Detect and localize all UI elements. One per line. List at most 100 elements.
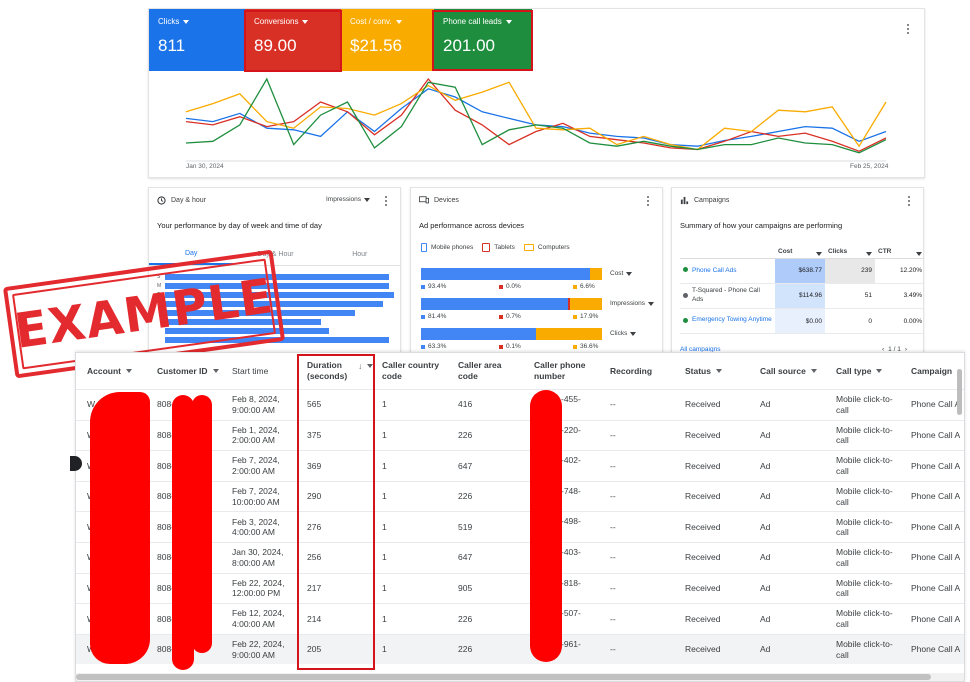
campaign-table: Cost Clicks CTR Phone Call Ads $638.77 2… bbox=[680, 246, 923, 334]
cell-call-source: Ad bbox=[760, 583, 771, 594]
metric-clicks[interactable]: Clicks 811 bbox=[149, 9, 245, 71]
stamp-text: EXAMPLE bbox=[11, 268, 277, 360]
metric-phone-call-leads[interactable]: Phone call leads 201.00 bbox=[434, 9, 532, 71]
chevron-left-icon[interactable]: ‹ bbox=[882, 346, 885, 353]
vertical-scrollbar[interactable] bbox=[957, 369, 962, 415]
header-call-type[interactable]: Call type bbox=[836, 353, 883, 389]
device-metric-dropdown[interactable]: Cost bbox=[610, 270, 633, 277]
tab-hour[interactable]: Hour bbox=[352, 251, 368, 258]
chevron-down-icon bbox=[810, 369, 817, 373]
campaign-link[interactable]: Emergency Towing Anytime bbox=[692, 316, 772, 324]
chevron-down-icon bbox=[212, 369, 219, 373]
metric-dropdown[interactable]: Impressions bbox=[326, 196, 371, 203]
collapse-arrow-icon[interactable] bbox=[70, 456, 82, 471]
cell-customer-id: 808- bbox=[157, 430, 175, 441]
device-pct-computer: 36.6% bbox=[573, 343, 598, 350]
cell-duration: 256 bbox=[307, 552, 322, 563]
header-caller-country-code[interactable]: Caller country code bbox=[382, 353, 446, 389]
campaign-link[interactable]: T-Squared - Phone Call Ads bbox=[692, 287, 760, 303]
header-call-source[interactable]: Call source bbox=[760, 353, 817, 389]
all-campaigns-link[interactable]: All campaigns bbox=[680, 346, 721, 353]
cell-campaign: Phone Call A bbox=[911, 613, 961, 624]
campaigns-card: Campaigns Summary of how your campaigns … bbox=[671, 187, 924, 357]
scrollbar-thumb[interactable] bbox=[76, 674, 931, 680]
card-title: Campaigns bbox=[694, 197, 730, 204]
cell-caller-country-code: 1 bbox=[382, 399, 387, 410]
campaign-ctr: 12.20% bbox=[875, 258, 923, 284]
cost-header[interactable]: Cost bbox=[775, 246, 825, 259]
status-dot-icon bbox=[683, 267, 688, 272]
legend-square-icon bbox=[573, 284, 577, 289]
device-pct-computer: 6.6% bbox=[573, 283, 595, 290]
header-status[interactable]: Status bbox=[685, 353, 722, 389]
cell-start-time: Feb 7, 2024, 2:00:00 AM bbox=[232, 455, 280, 476]
cell-campaign: Phone Call A bbox=[911, 552, 961, 563]
horizontal-scrollbar[interactable] bbox=[76, 673, 964, 681]
clicks-header[interactable]: Clicks bbox=[825, 246, 875, 259]
cell-caller-area-code: 226 bbox=[458, 644, 473, 655]
header-start-time[interactable]: Start time bbox=[232, 353, 268, 389]
header-campaign[interactable]: Campaign bbox=[911, 353, 952, 389]
tablet-icon bbox=[482, 243, 491, 252]
pct-value: 63.3% bbox=[428, 343, 447, 350]
header-label: Duration (seconds) bbox=[307, 360, 348, 381]
campaign-name[interactable]: Phone Call Ads bbox=[680, 258, 775, 284]
dropdown-label: Clicks bbox=[610, 330, 628, 337]
metric-label: Clicks bbox=[158, 17, 180, 26]
legend-square-icon bbox=[499, 284, 503, 289]
header-recording[interactable]: Recording bbox=[610, 353, 652, 389]
more-options-icon[interactable] bbox=[642, 194, 654, 208]
cell-duration: 205 bbox=[307, 644, 322, 655]
cell-call-type: Mobile click-to-call bbox=[836, 394, 893, 415]
device-bar-impressions bbox=[421, 298, 602, 310]
chevron-down-icon bbox=[395, 19, 402, 24]
cell-customer-id: 808- bbox=[157, 460, 175, 471]
campaign-name[interactable]: Emergency Towing Anytime bbox=[680, 309, 775, 334]
header-caller-area-code[interactable]: Caller area code bbox=[458, 353, 518, 389]
chevron-down-icon bbox=[715, 369, 722, 373]
campaign-name[interactable]: T-Squared - Phone Call Ads bbox=[680, 284, 775, 309]
more-options-icon[interactable] bbox=[903, 194, 915, 208]
cell-call-source: Ad bbox=[760, 644, 771, 655]
more-options-icon[interactable] bbox=[902, 22, 914, 36]
cell-recording: -- bbox=[610, 521, 616, 532]
ctr-header[interactable]: CTR bbox=[875, 246, 923, 259]
table-row[interactable]: W 808- Feb 8, 2024, 9:00:00 AM 565 1 416 -455- -… bbox=[76, 389, 964, 420]
more-options-icon[interactable] bbox=[380, 194, 392, 208]
cell-caller-area-code: 647 bbox=[458, 460, 473, 471]
pct-value: 0.1% bbox=[506, 343, 521, 350]
chevron-down-icon bbox=[626, 271, 633, 276]
chevron-down-icon bbox=[916, 251, 922, 256]
metric-cost-per-conv[interactable]: Cost / conv. $21.56 bbox=[341, 9, 434, 71]
device-metric-dropdown[interactable]: Clicks bbox=[610, 330, 637, 337]
cell-recording: -- bbox=[610, 552, 616, 563]
metric-label: Phone call leads bbox=[443, 17, 502, 26]
header-account[interactable]: Account bbox=[87, 353, 132, 389]
campaign-link[interactable]: Phone Call Ads bbox=[692, 267, 737, 274]
device-metric-dropdown[interactable]: Impressions bbox=[610, 300, 655, 307]
pct-value: 0.0% bbox=[506, 283, 521, 290]
header-customer-id[interactable]: Customer ID bbox=[157, 353, 219, 389]
cell-caller-phone-number: -961- bbox=[561, 638, 581, 649]
tab-day-and-hour[interactable]: Day & Hour bbox=[257, 251, 294, 258]
cell-status: Received bbox=[685, 583, 721, 594]
cell-caller-country-code: 1 bbox=[382, 644, 387, 655]
header-duration[interactable]: Duration (seconds) ↓ bbox=[307, 353, 377, 389]
cell-duration: 214 bbox=[307, 613, 322, 624]
cell-caller-area-code: 226 bbox=[458, 491, 473, 502]
chevron-down-icon bbox=[876, 369, 883, 373]
cell-call-source: Ad bbox=[760, 552, 771, 563]
cell-duration: 290 bbox=[307, 491, 322, 502]
cell-campaign: Phone Call A bbox=[911, 521, 961, 532]
chevron-down-icon bbox=[630, 331, 637, 336]
campaign-ctr: 3.49% bbox=[875, 283, 923, 309]
series-line-phone-call-leads bbox=[185, 77, 887, 154]
chevron-right-icon[interactable]: › bbox=[904, 346, 907, 353]
header-caller-phone-number[interactable]: Caller phone number bbox=[534, 353, 598, 389]
metric-conversions[interactable]: Conversions 89.00 bbox=[245, 9, 341, 71]
